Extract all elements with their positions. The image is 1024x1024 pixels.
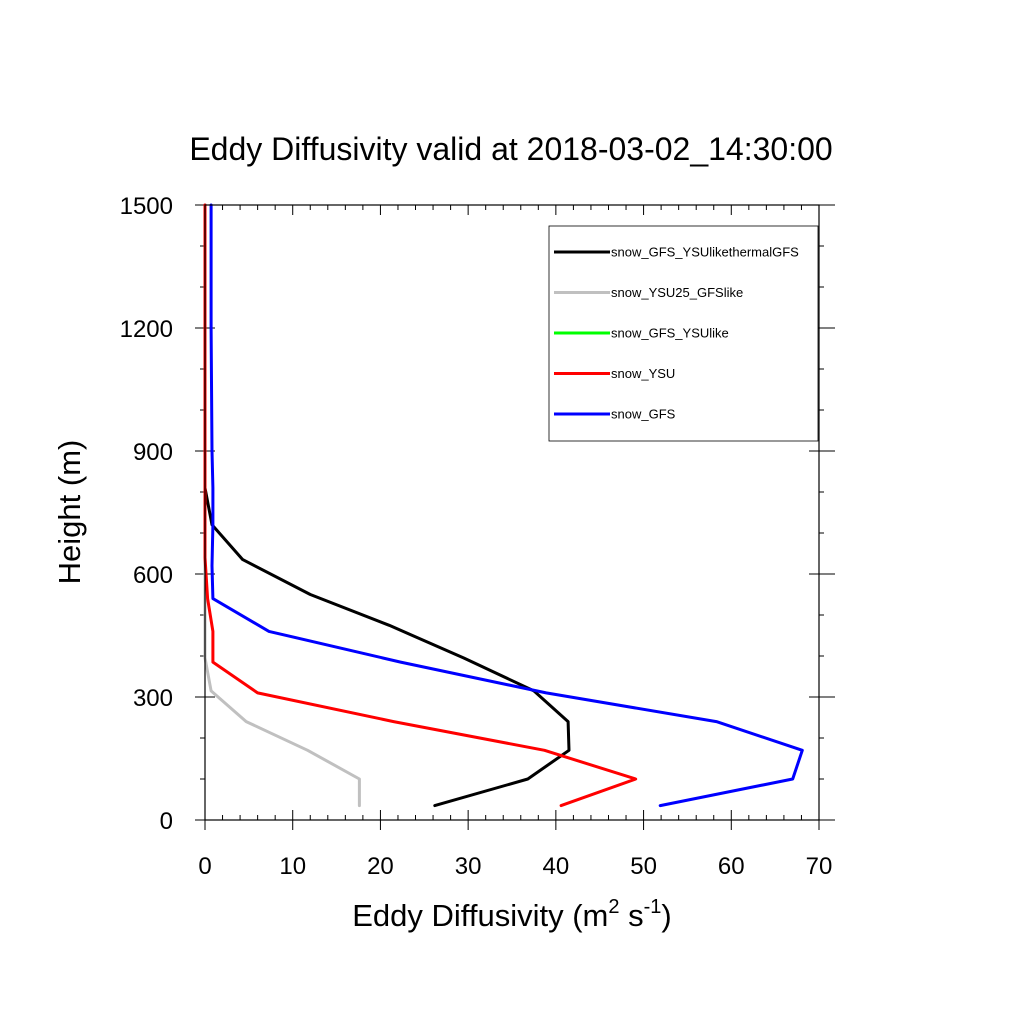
legend-label: snow_GFS_YSUlike	[611, 326, 729, 341]
legend-label: snow_GFS_YSUlikethermalGFS	[611, 245, 799, 260]
legend: snow_GFS_YSUlikethermalGFS snow_YSU25_GFS…	[548, 225, 819, 442]
legend-label: snow_GFS	[611, 407, 676, 422]
y-tick-label: 300	[133, 685, 173, 712]
x-tick-label: 20	[367, 853, 394, 880]
tick-labels: 0 10 20 30 40 50 60 70 0 300 600 900 1200 1500	[120, 193, 833, 880]
x-tick-label: 30	[455, 853, 482, 880]
x-tick-label: 70	[806, 853, 833, 880]
y-axis-label: Height (m)	[52, 440, 87, 585]
legend-label: snow_YSU25_GFSlike	[611, 285, 743, 300]
y-tick-label: 900	[133, 439, 173, 466]
x-tick-label: 40	[543, 853, 570, 880]
y-tick-label: 1200	[120, 316, 173, 343]
series-line-snow_GFS	[209, 203, 804, 808]
y-tick-label: 1500	[120, 193, 173, 220]
x-tick-label: 10	[279, 853, 306, 880]
y-tick-label: 600	[133, 562, 173, 589]
x-axis-label: Eddy Diffusivity (m2 s-1)	[352, 896, 671, 933]
plot-frame	[204, 204, 820, 821]
x-tick-label: 0	[198, 853, 211, 880]
x-tick-label: 60	[718, 853, 745, 880]
y-tick-label: 0	[160, 808, 173, 835]
chart-title: Eddy Diffusivity valid at 2018-03-02_14:…	[189, 131, 832, 167]
legend-label: snow_YSU	[611, 366, 675, 381]
x-tick-label: 50	[630, 853, 657, 880]
